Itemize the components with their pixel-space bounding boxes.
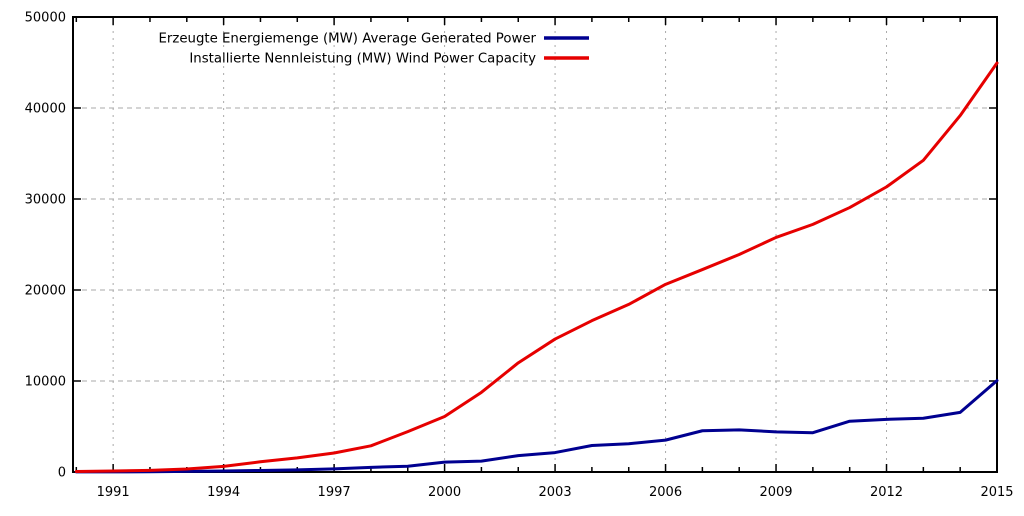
x-tick-label: 2012	[870, 485, 903, 500]
x-tick-label: 2003	[539, 485, 572, 500]
y-tick-label: 10000	[25, 375, 66, 390]
grid-layer	[73, 16, 998, 473]
series-line-0	[74, 379, 999, 474]
x-tick-label: 2009	[759, 485, 792, 500]
x-tick-label: 1994	[207, 485, 240, 500]
axis-label-layer: 1991 1994 1997 2000 2003 2006 2009 2012 2015 0 100…	[25, 11, 1014, 501]
x-tick-label: 2000	[428, 485, 461, 500]
x-tick-label: 2015	[980, 485, 1013, 500]
plot-border	[72, 16, 998, 473]
y-tick-label: 50000	[25, 11, 66, 26]
y-tick-label: 20000	[25, 284, 66, 299]
legend: Erzeugte Energiemenge (MW) Average Gener…	[158, 32, 589, 67]
x-tick-label: 1991	[97, 485, 130, 500]
series-line-1	[74, 61, 999, 473]
y-tick-label: 30000	[25, 193, 66, 208]
x-tick-label: 1997	[318, 485, 351, 500]
y-tick-label: 0	[58, 466, 66, 481]
y-tick-label: 40000	[25, 102, 66, 117]
series-layer	[74, 61, 999, 474]
tick-layer	[73, 16, 998, 473]
x-tick-label: 2006	[649, 485, 682, 500]
legend-label-wind-capacity: Installierte Nennleistung (MW) Wind Powe…	[189, 52, 536, 67]
legend-label-generated-power: Erzeugte Energiemenge (MW) Average Gener…	[158, 32, 536, 47]
